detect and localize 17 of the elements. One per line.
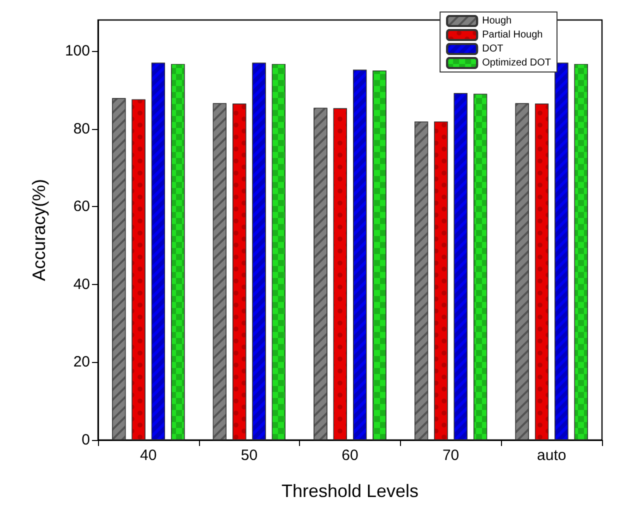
x-tick-label: 50 — [240, 447, 258, 464]
y-tick-label: 60 — [73, 198, 90, 216]
x-axis-title: Threshold Levels — [281, 481, 419, 501]
y-tick-label: 80 — [73, 120, 90, 138]
x-tick-label: 40 — [140, 447, 157, 464]
legend-label: Optimized DOT — [482, 58, 552, 68]
x-tick-label: 70 — [442, 447, 460, 464]
x-tick-label: auto — [537, 447, 566, 464]
y-axis-title: Accuracy(%) — [29, 178, 49, 282]
x-tick-label: 60 — [342, 447, 358, 464]
y-tick-label: 20 — [73, 354, 90, 371]
y-tick-label: 40 — [73, 276, 90, 293]
y-tick-label: 0 — [82, 432, 90, 448]
legend-label: DOT — [482, 44, 504, 54]
legend-label: Hough — [482, 16, 512, 26]
y-tick-label: 100 — [64, 42, 90, 60]
legend-label: Partial Hough — [482, 30, 543, 40]
